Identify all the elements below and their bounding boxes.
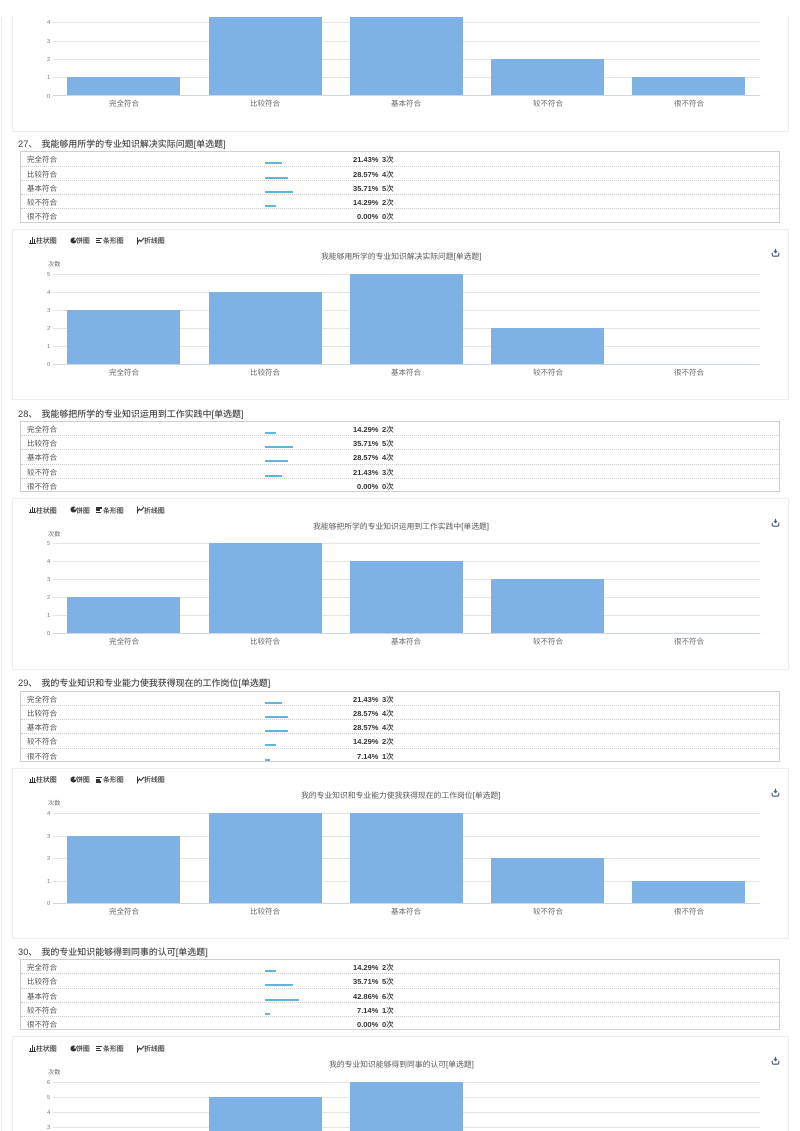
svg-text:4: 4 [47, 1110, 51, 1116]
svg-text:35.71%: 35.71% [353, 184, 379, 193]
svg-text:6: 6 [382, 992, 386, 1001]
svg-text:0: 0 [47, 901, 51, 907]
svg-text:4: 4 [47, 811, 51, 817]
svg-text:14.29%: 14.29% [353, 198, 379, 207]
svg-text:2: 2 [382, 198, 386, 207]
svg-text:7.14%: 7.14% [357, 752, 379, 761]
svg-text:2: 2 [47, 856, 50, 862]
svg-text:3: 3 [382, 467, 386, 476]
svg-text:0: 0 [382, 1020, 386, 1029]
svg-text:1: 1 [47, 75, 50, 81]
svg-text:4: 4 [382, 709, 387, 718]
svg-text:1: 1 [47, 879, 50, 885]
svg-text:1: 1 [382, 752, 386, 761]
svg-text:2: 2 [47, 595, 50, 601]
svg-text:3: 3 [47, 834, 51, 840]
svg-text:4: 4 [382, 723, 387, 732]
svg-text:2: 2 [47, 57, 50, 63]
svg-text:14.29%: 14.29% [353, 963, 379, 972]
svg-text:4: 4 [382, 169, 387, 178]
svg-text:3: 3 [47, 39, 51, 45]
svg-text:28.57%: 28.57% [353, 709, 379, 718]
svg-text:0: 0 [47, 94, 51, 100]
svg-text:0: 0 [382, 482, 386, 491]
svg-text:2: 2 [382, 737, 386, 746]
svg-text:7.14%: 7.14% [357, 1006, 379, 1015]
svg-text:3: 3 [382, 694, 386, 703]
svg-text:5: 5 [382, 977, 386, 986]
svg-text:1: 1 [382, 1006, 386, 1015]
svg-text:0.00%: 0.00% [357, 1020, 379, 1029]
svg-text:6: 6 [47, 1080, 51, 1086]
svg-text:21.43%: 21.43% [353, 467, 379, 476]
svg-text:14.29%: 14.29% [353, 737, 379, 746]
svg-text:0.00%: 0.00% [357, 212, 379, 221]
svg-text:3: 3 [47, 1125, 51, 1131]
svg-text:5: 5 [47, 272, 51, 278]
svg-text:21.43%: 21.43% [353, 155, 379, 164]
svg-text:4: 4 [47, 290, 51, 296]
svg-text:3: 3 [47, 577, 51, 583]
svg-text:14.29%: 14.29% [353, 425, 379, 434]
svg-text:3: 3 [47, 308, 51, 314]
svg-text:5: 5 [382, 439, 386, 448]
svg-text:28.57%: 28.57% [353, 169, 379, 178]
svg-text:2: 2 [382, 425, 386, 434]
svg-text:42.86%: 42.86% [353, 992, 379, 1001]
svg-text:5: 5 [47, 541, 51, 547]
svg-text:2: 2 [382, 963, 386, 972]
svg-text:4: 4 [47, 20, 51, 26]
svg-text:0: 0 [47, 631, 51, 637]
svg-text:4: 4 [382, 453, 387, 462]
svg-text:21.43%: 21.43% [353, 694, 379, 703]
svg-text:5: 5 [382, 184, 386, 193]
svg-text:28.57%: 28.57% [353, 723, 379, 732]
svg-text:2: 2 [47, 326, 50, 332]
svg-text:3: 3 [382, 155, 386, 164]
svg-text:1: 1 [47, 344, 50, 350]
svg-text:1: 1 [47, 613, 50, 619]
svg-text:0: 0 [47, 362, 51, 368]
svg-text:5: 5 [47, 1095, 51, 1101]
svg-text:28.57%: 28.57% [353, 453, 379, 462]
svg-text:0: 0 [382, 212, 386, 221]
svg-text:35.71%: 35.71% [353, 977, 379, 986]
svg-text:4: 4 [47, 559, 51, 565]
svg-text:35.71%: 35.71% [353, 439, 379, 448]
svg-text:0.00%: 0.00% [357, 482, 379, 491]
